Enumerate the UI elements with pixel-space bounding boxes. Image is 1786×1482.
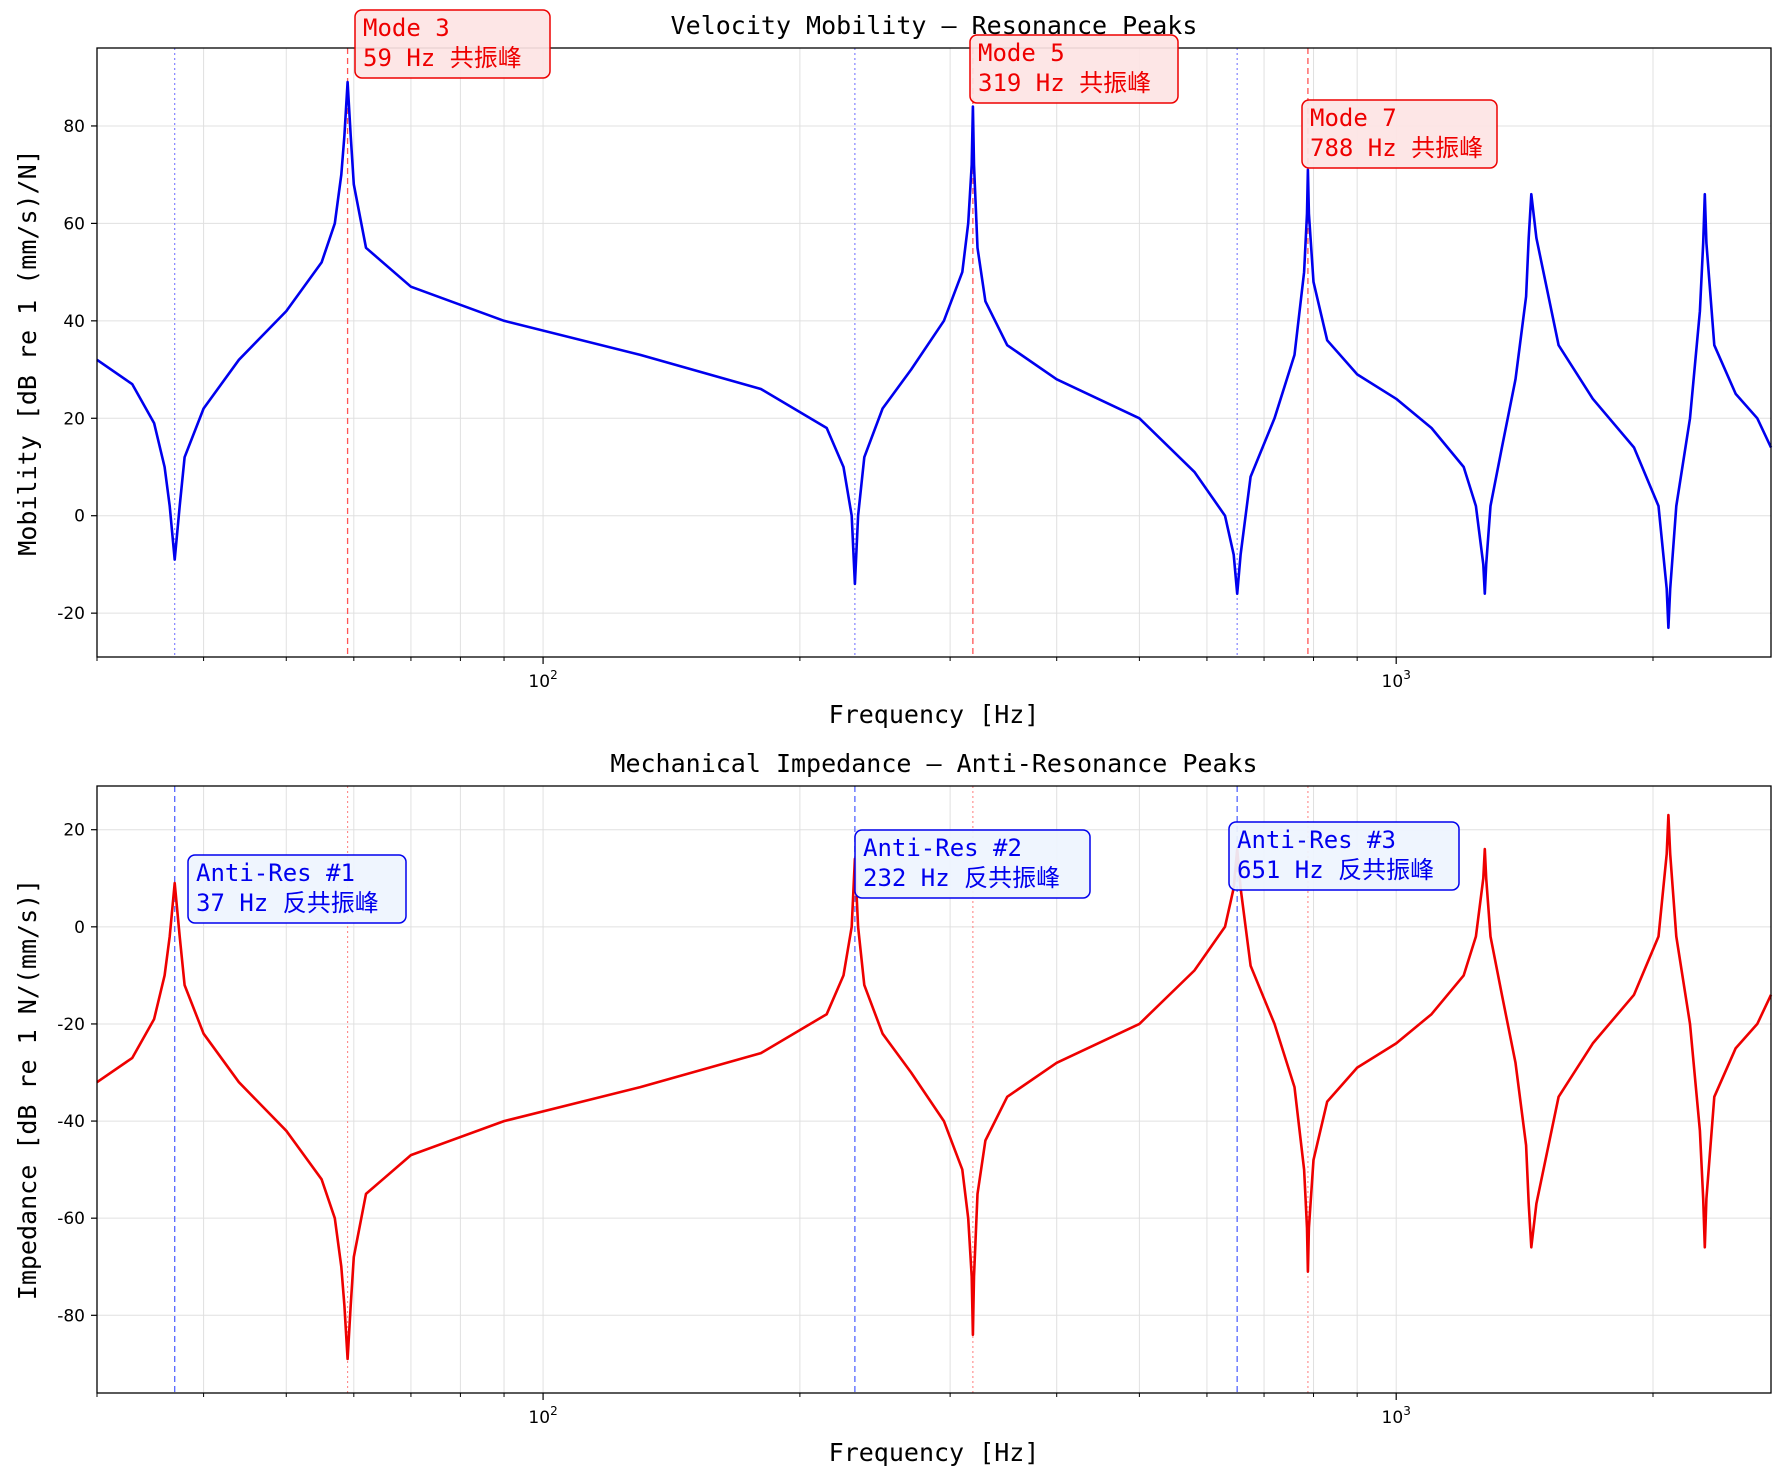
y-tick-label: 20 bbox=[63, 409, 85, 429]
x-tick-label: 102 bbox=[528, 668, 557, 692]
y-axis-label: Impedance [dB re 1 N/(mm/s)] bbox=[13, 879, 42, 1300]
series-line-1 bbox=[96, 813, 1773, 1361]
y-tick-label: 0 bbox=[74, 918, 85, 938]
annotation-line-1: Mode 5 bbox=[978, 39, 1065, 67]
annotation-line-2: 319 Hz 共振峰 bbox=[978, 69, 1151, 97]
annotation-box bbox=[854, 829, 1091, 899]
y-tick-label: -20 bbox=[57, 1015, 85, 1035]
annotation-box bbox=[969, 34, 1179, 104]
annotation-line-2: 59 Hz 共振峰 bbox=[363, 44, 522, 72]
y-tick-label: -80 bbox=[57, 1306, 85, 1326]
y-axis-label: Mobility [dB re 1 (mm/s)/N] bbox=[13, 149, 42, 555]
annotation-1: Mode 359 Hz 共振峰 bbox=[354, 9, 551, 79]
axes-frame bbox=[96, 47, 1772, 658]
annotation-line-1: Anti-Res #1 bbox=[196, 859, 355, 887]
chart-panel-2: -80 -60 -40 -20 0 20 102 103 Mechanical Impedanc… bbox=[13, 749, 1773, 1467]
x-axis-label: Frequency [Hz] bbox=[829, 700, 1040, 729]
y-tick-label: 0 bbox=[74, 507, 85, 527]
y-tick-label: 20 bbox=[63, 821, 85, 841]
x-tick-label: 103 bbox=[1382, 1404, 1411, 1428]
annotation-1: Anti-Res #137 Hz 反共振峰 bbox=[187, 854, 407, 924]
x-tick-label: 103 bbox=[1382, 668, 1411, 692]
annotation-line-2: 788 Hz 共振峰 bbox=[1310, 134, 1483, 162]
annotation-line-1: Mode 3 bbox=[363, 14, 450, 42]
y-tick-label: 80 bbox=[63, 117, 85, 137]
annotation-box bbox=[1301, 99, 1498, 169]
axes-frame bbox=[96, 785, 1772, 1394]
y-tick-label: -40 bbox=[57, 1112, 85, 1132]
x-tick-label: 102 bbox=[528, 1404, 557, 1428]
annotation-line-2: 37 Hz 反共振峰 bbox=[196, 889, 379, 917]
annotation-line-1: Anti-Res #2 bbox=[863, 834, 1022, 862]
series-line-1 bbox=[96, 80, 1773, 630]
annotation-box bbox=[354, 9, 551, 79]
x-axis-label: Frequency [Hz] bbox=[829, 1438, 1040, 1467]
annotation-box bbox=[187, 854, 407, 924]
chart-title: Mechanical Impedance — Anti-Resonance Pe… bbox=[610, 749, 1257, 778]
annotation-line-2: 651 Hz 反共振峰 bbox=[1237, 856, 1434, 884]
annotation-line-2: 232 Hz 反共振峰 bbox=[863, 864, 1060, 892]
y-tick-label: 60 bbox=[63, 214, 85, 234]
annotation-box bbox=[1228, 821, 1460, 891]
y-tick-label: 40 bbox=[63, 312, 85, 332]
y-tick-label: -60 bbox=[57, 1209, 85, 1229]
y-tick-label: -20 bbox=[57, 604, 85, 624]
grid bbox=[96, 48, 1771, 657]
annotation-line-1: Anti-Res #3 bbox=[1237, 826, 1396, 854]
annotation-line-1: Mode 7 bbox=[1310, 104, 1397, 132]
